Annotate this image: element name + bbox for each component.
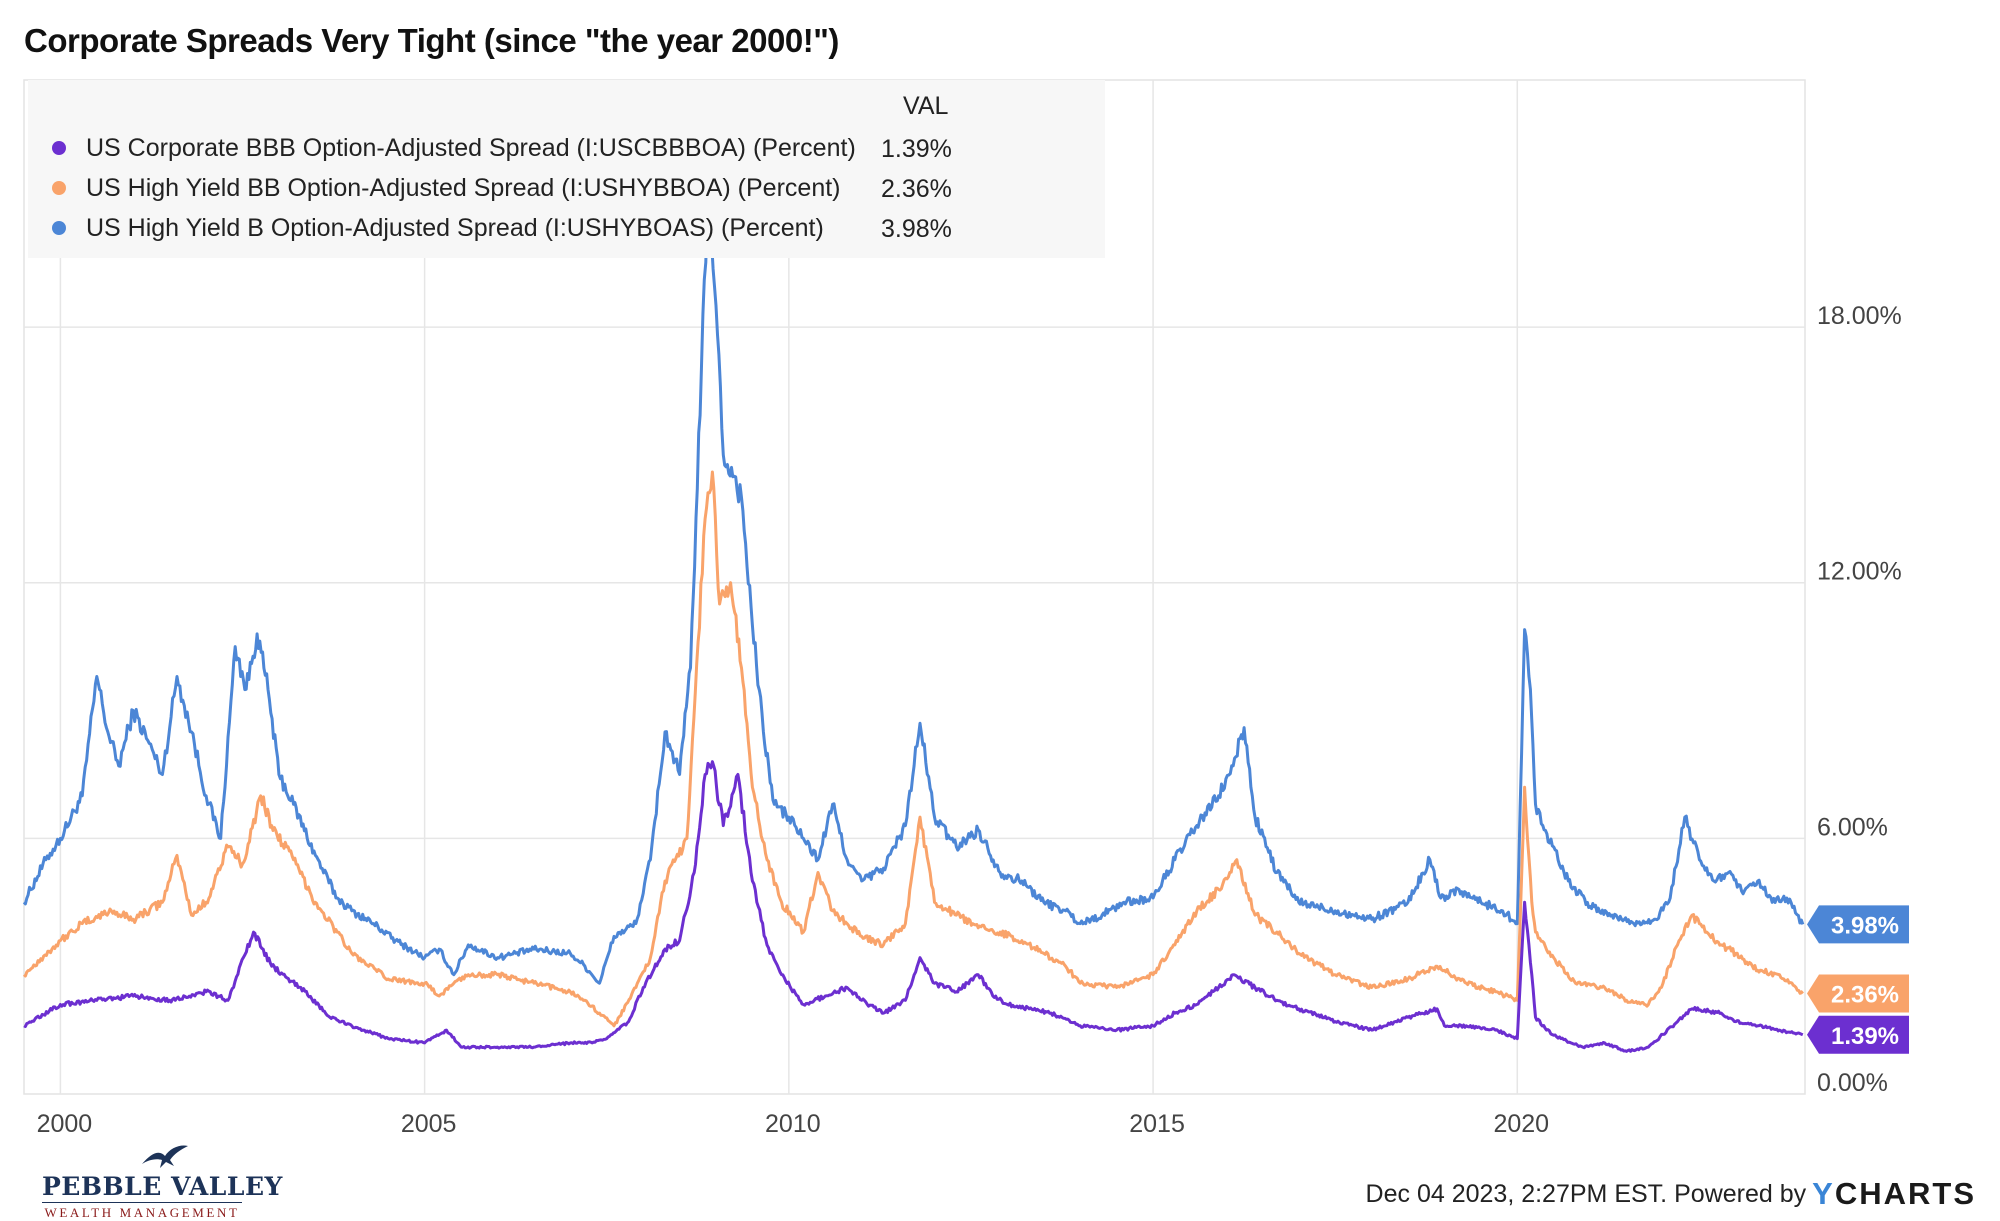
end-label-text: 2.36% [1831, 981, 1899, 1008]
legend-value: 2.36% [881, 175, 952, 203]
timestamp: Dec 04 2023, 2:27PM EST. [1365, 1179, 1668, 1208]
logo-name: PEBBLE VALLEY [42, 1172, 283, 1201]
legend-item-bbb[interactable]: US Corporate BBB Option-Adjusted Spread … [52, 128, 856, 168]
end-label-tag [1807, 974, 1909, 1013]
legend-item-b[interactable]: US High Yield B Option-Adjusted Spread (… [52, 208, 824, 248]
series-line-bbb[interactable] [23, 760, 1804, 1053]
series-line-b[interactable] [22, 176, 1805, 985]
legend-dot-icon [52, 221, 66, 235]
ycharts-logo-rest: CHARTS [1834, 1176, 1976, 1211]
x-tick-label: 2000 [37, 1110, 93, 1138]
y-tick-label: 18.00% [1817, 302, 1902, 330]
end-label-tag [1807, 1015, 1909, 1054]
y-tick-label: 6.00% [1817, 813, 1888, 841]
tick-layer: 2000 2005 2010 2015 2020 0.00% 6.00% 12.00% 18.0… [37, 302, 1902, 1138]
legend-value: 3.98% [881, 215, 952, 243]
chart-title: Corporate Spreads Very Tight (since "the… [24, 22, 839, 59]
footer-attribution: Dec 04 2023, 2:27PM EST. Powered by YCHA… [1366, 1176, 1976, 1212]
x-tick-label: 2005 [401, 1110, 457, 1138]
legend-panel: VAL US Corporate BBB Option-Adjusted Spr… [28, 80, 1105, 258]
ycharts-logo[interactable]: YCHARTS [1812, 1176, 1976, 1212]
end-label-text: 1.39% [1831, 1023, 1899, 1050]
powered-by: Powered by [1674, 1179, 1807, 1208]
ycharts-logo-y: Y [1812, 1176, 1835, 1211]
legend-dot-icon [52, 181, 66, 195]
logo-subtitle: WEALTH MANAGEMENT [42, 1202, 242, 1221]
legend-value-header: VAL [903, 92, 949, 120]
legend-dot-icon [52, 141, 66, 155]
legend-label: US High Yield BB Option-Adjusted Spread … [86, 173, 841, 202]
y-tick-label: 12.00% [1817, 558, 1902, 586]
x-tick-label: 2010 [765, 1110, 821, 1138]
end-label-layer: 3.98% 2.36% 1.39% [1807, 905, 1909, 1054]
end-label-tag [1807, 905, 1909, 944]
legend-label: US High Yield B Option-Adjusted Spread (… [86, 213, 824, 242]
end-label-text: 3.98% [1831, 912, 1899, 939]
legend-value: 1.39% [881, 135, 952, 163]
end-label-bb: 2.36% [1807, 974, 1909, 1013]
legend-item-bb[interactable]: US High Yield BB Option-Adjusted Spread … [52, 168, 841, 208]
eagle-icon [142, 1145, 188, 1168]
series-line-bb[interactable] [22, 470, 1804, 1028]
y-tick-label: 0.00% [1817, 1069, 1888, 1097]
series-layer [22, 176, 1805, 1053]
legend-label: US Corporate BBB Option-Adjusted Spread … [86, 133, 856, 162]
x-tick-label: 2015 [1129, 1110, 1185, 1138]
end-label-bbb: 1.39% [1807, 1015, 1909, 1054]
end-label-b: 3.98% [1807, 905, 1909, 944]
x-tick-label: 2020 [1493, 1110, 1549, 1138]
